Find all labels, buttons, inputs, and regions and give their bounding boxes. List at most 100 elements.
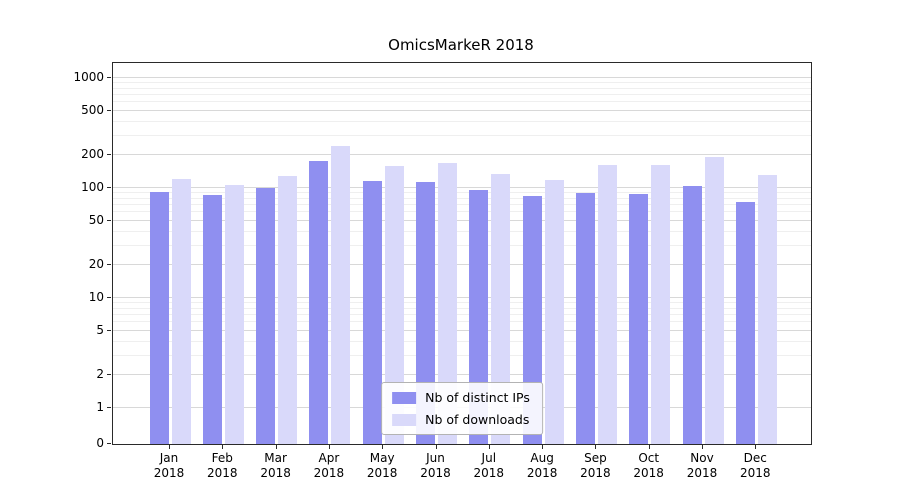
x-tick-label-year: 2018 bbox=[420, 466, 451, 480]
minor-gridline bbox=[113, 354, 811, 356]
x-tick-mark bbox=[382, 445, 384, 449]
x-tick-label-year: 2018 bbox=[740, 466, 771, 480]
x-tick-mark bbox=[595, 445, 597, 449]
x-tick-label: Apr 2018 bbox=[297, 451, 361, 481]
bar-distinct-ips bbox=[469, 190, 489, 444]
bar-distinct-ips bbox=[682, 186, 702, 444]
bar-downloads bbox=[491, 174, 511, 444]
minor-gridline bbox=[113, 314, 811, 316]
bar-downloads bbox=[651, 165, 671, 444]
minor-gridline bbox=[113, 192, 811, 194]
y-tick-mark bbox=[107, 77, 111, 78]
bar-downloads bbox=[438, 163, 457, 444]
x-tick-label-year: 2018 bbox=[633, 466, 664, 480]
bar-distinct-ips bbox=[256, 188, 276, 444]
legend-swatch-downloads bbox=[392, 413, 417, 426]
minor-gridline bbox=[113, 120, 811, 122]
x-tick-label: Sep 2018 bbox=[563, 451, 627, 481]
x-tick-label: May 2018 bbox=[350, 451, 414, 481]
major-gridline bbox=[113, 187, 811, 188]
x-tick-label: Feb 2018 bbox=[190, 451, 254, 481]
x-tick-label-month: Feb bbox=[211, 451, 233, 465]
x-tick-label-year: 2018 bbox=[260, 466, 291, 480]
x-tick-label-month: Mar bbox=[264, 451, 287, 465]
x-tick-label-month: May bbox=[369, 451, 395, 465]
minor-gridline bbox=[113, 101, 811, 103]
y-tick-mark bbox=[107, 443, 111, 444]
x-tick-label-month: Dec bbox=[743, 451, 767, 465]
y-tick-mark bbox=[107, 187, 111, 188]
major-gridline bbox=[113, 153, 811, 155]
x-tick-mark bbox=[755, 445, 757, 449]
legend-entry-downloads: Nb of downloads bbox=[392, 412, 530, 427]
legend-swatch-distinct-ips bbox=[392, 391, 417, 404]
y-tick-label: 2 bbox=[96, 366, 104, 381]
bar-downloads bbox=[224, 184, 244, 444]
minor-gridline bbox=[113, 94, 811, 96]
x-tick-label: Jul 2018 bbox=[457, 451, 521, 481]
bar-downloads bbox=[597, 164, 617, 444]
minor-gridline bbox=[113, 230, 811, 232]
y-tick-label: 1 bbox=[96, 400, 104, 414]
x-tick-mark bbox=[542, 445, 544, 449]
y-tick-mark bbox=[107, 110, 111, 112]
x-tick-label-year: 2018 bbox=[686, 466, 718, 480]
x-tick-label: Jun 2018 bbox=[404, 451, 468, 481]
bar-downloads bbox=[384, 165, 404, 444]
y-tick-label: 50 bbox=[88, 213, 104, 228]
y-tick-label: 100 bbox=[81, 180, 104, 194]
x-tick-label-month: Aug bbox=[530, 451, 554, 465]
x-tick-label-year: 2018 bbox=[313, 466, 345, 480]
x-tick-mark bbox=[328, 445, 330, 449]
x-tick-mark bbox=[648, 445, 650, 449]
y-tick-mark bbox=[107, 297, 111, 298]
x-tick-label: Oct 2018 bbox=[617, 451, 681, 481]
x-tick-label-month: Jul bbox=[481, 451, 497, 465]
bar-downloads bbox=[544, 180, 564, 444]
plot-area: Nb of distinct IPs Nb of downloads bbox=[112, 62, 812, 445]
legend-label-downloads: Nb of downloads bbox=[425, 412, 530, 427]
bar-distinct-ips bbox=[735, 201, 755, 444]
bar-distinct-ips bbox=[522, 195, 542, 444]
y-tick-mark bbox=[107, 220, 111, 222]
minor-gridline bbox=[113, 211, 811, 213]
x-tick-label-year: 2018 bbox=[526, 466, 558, 480]
x-tick-label-year: 2018 bbox=[207, 466, 238, 480]
y-tick-label: 10 bbox=[88, 290, 104, 304]
minor-gridline bbox=[113, 87, 811, 89]
bar-distinct-ips bbox=[149, 191, 169, 444]
minor-gridline bbox=[113, 302, 811, 304]
x-tick-label: Dec 2018 bbox=[723, 451, 787, 481]
minor-gridline bbox=[113, 197, 811, 199]
bar-downloads bbox=[331, 146, 351, 444]
major-gridline bbox=[113, 297, 811, 298]
bar-downloads bbox=[171, 179, 191, 444]
minor-gridline bbox=[113, 204, 811, 206]
major-gridline bbox=[113, 373, 811, 375]
y-tick-mark bbox=[107, 407, 111, 408]
y-tick-label: 5 bbox=[96, 323, 104, 338]
y-tick-label: 1000 bbox=[73, 70, 104, 84]
y-tick-mark bbox=[107, 373, 111, 375]
x-tick-mark bbox=[275, 445, 277, 449]
x-tick-label: Jan 2018 bbox=[137, 451, 201, 481]
minor-gridline bbox=[113, 340, 811, 342]
bar-downloads bbox=[704, 157, 724, 444]
minor-gridline bbox=[113, 321, 811, 323]
y-tick-mark bbox=[107, 153, 111, 155]
y-tick-mark bbox=[107, 330, 111, 332]
x-tick-label-month: Jun bbox=[426, 451, 445, 465]
minor-gridline bbox=[113, 134, 811, 136]
x-tick-mark bbox=[222, 445, 224, 449]
legend: Nb of distinct IPs Nb of downloads bbox=[381, 382, 543, 435]
major-gridline bbox=[113, 110, 811, 112]
legend-entry-distinct-ips: Nb of distinct IPs bbox=[392, 390, 530, 405]
major-gridline bbox=[113, 330, 811, 332]
y-tick-label: 200 bbox=[81, 146, 104, 161]
x-tick-label-month: Jan bbox=[159, 451, 179, 465]
bar-distinct-ips bbox=[309, 161, 329, 444]
legend-label-distinct-ips: Nb of distinct IPs bbox=[425, 390, 530, 405]
x-tick-label-year: 2018 bbox=[153, 466, 185, 480]
x-tick-mark bbox=[435, 445, 437, 449]
